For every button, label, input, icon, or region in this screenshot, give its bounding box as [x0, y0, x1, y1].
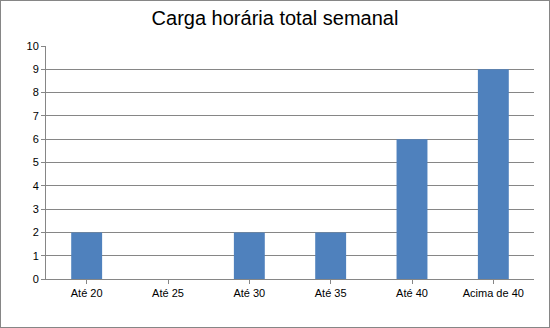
svg-text:Até 25: Até 25 [152, 287, 184, 299]
svg-text:1: 1 [33, 250, 39, 262]
svg-text:6: 6 [33, 133, 39, 145]
svg-text:4: 4 [33, 180, 39, 192]
svg-text:Até 40: Até 40 [396, 287, 428, 299]
svg-text:5: 5 [33, 156, 39, 168]
svg-text:Carga horária total semanal: Carga horária total semanal [152, 7, 399, 29]
svg-text:7: 7 [33, 110, 39, 122]
svg-text:Até 20: Até 20 [71, 287, 103, 299]
svg-text:3: 3 [33, 203, 39, 215]
svg-text:Acima de 40: Acima de 40 [463, 287, 524, 299]
svg-text:2: 2 [33, 226, 39, 238]
svg-text:10: 10 [27, 40, 39, 52]
svg-text:0: 0 [33, 273, 39, 285]
svg-text:Até 35: Até 35 [315, 287, 347, 299]
svg-text:9: 9 [33, 63, 39, 75]
svg-text:Até 30: Até 30 [233, 287, 265, 299]
svg-text:8: 8 [33, 86, 39, 98]
